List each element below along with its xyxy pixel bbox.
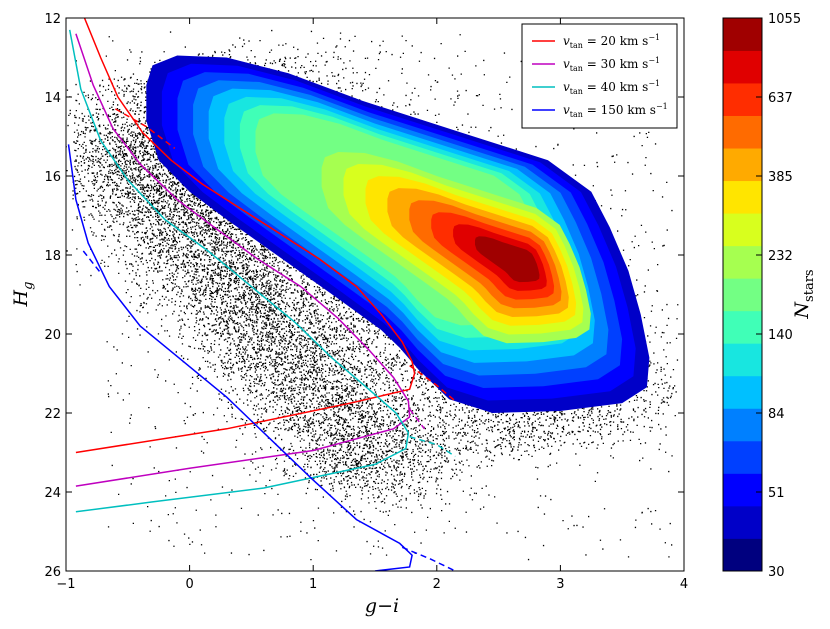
colorbar-frame (722, 17, 763, 572)
curve-20-solid (75, 18, 416, 454)
y-tick-label: 24 (44, 486, 61, 501)
colorbar-band (723, 473, 762, 507)
colorbar-tick-label: 1055 (768, 12, 801, 27)
colorbar-band (723, 440, 762, 474)
colorbar-label: Nstars (791, 269, 817, 319)
colorbar-band (723, 50, 762, 84)
y-tick-label: 18 (44, 249, 61, 264)
colorbar-band (723, 245, 762, 279)
colorbar-band (723, 278, 762, 312)
colorbar-tick-label: 140 (768, 328, 793, 343)
y-tick-label: 20 (44, 328, 61, 343)
colorbar-tick-label: 84 (768, 407, 785, 422)
curve-150-solid (67, 144, 413, 571)
colorbar-band (723, 375, 762, 409)
colorbar-band (723, 148, 762, 182)
curve-150-dashed-tail (401, 546, 456, 571)
colorbar-band (723, 505, 762, 539)
colorbar-band (723, 115, 762, 149)
velocity-curves (67, 18, 456, 571)
curve-40-solid (68, 29, 410, 513)
legend-label-20: vtan = 20 km s−1 (563, 33, 660, 50)
y-tick-label: 26 (44, 565, 61, 580)
colorbar-band (723, 213, 762, 247)
curve-20-dashed (115, 108, 176, 149)
y-tick-label: 12 (44, 12, 61, 27)
x-tick-label: 1 (309, 577, 317, 592)
colorbar-band (723, 538, 762, 572)
plot-frame (65, 17, 685, 572)
legend: vtan = 20 km s−1 vtan = 30 km s−1 vtan = 4… (521, 23, 678, 129)
colorbar-band (723, 343, 762, 377)
legend-label-150: vtan = 150 km s−1 (563, 102, 668, 119)
colorbar-band (723, 18, 762, 51)
colorbar-tick-label: 637 (768, 91, 793, 106)
curve-40-dashed-tail (409, 435, 456, 458)
curve-30-dashed-tail (408, 408, 426, 430)
curve-20-dashed-tail (409, 364, 456, 402)
x-tick-label: 4 (680, 577, 688, 592)
x-tick-label: −1 (56, 577, 75, 592)
curve-30-solid (75, 33, 411, 487)
x-tick-label: 0 (185, 577, 193, 592)
y-tick-label: 16 (44, 170, 61, 185)
colorbar-band (723, 310, 762, 344)
colorbar-tick-label: 385 (768, 170, 793, 185)
colorbar-band (723, 83, 762, 116)
colorbar-tick-label: 51 (768, 486, 785, 501)
x-axis-label: g−i (365, 595, 399, 617)
legend-label-30: vtan = 30 km s−1 (563, 56, 660, 73)
density-level-16 (475, 236, 540, 283)
x-axis-ticks: −1 0 1 2 3 4 (56, 18, 688, 592)
colorbar-band (723, 180, 762, 214)
y-tick-label: 14 (44, 91, 61, 106)
y-axis-ticks: 12 14 16 18 20 22 24 26 (44, 12, 684, 580)
density-contours (146, 55, 650, 413)
y-axis-label: Hg (10, 282, 36, 308)
legend-label-40: vtan = 40 km s−1 (563, 79, 660, 96)
colorbar-tick-label: 30 (768, 565, 785, 580)
colorbar-band (723, 408, 762, 442)
y-tick-label: 22 (44, 407, 61, 422)
x-tick-label: 2 (433, 577, 441, 592)
curve-150-dashed (82, 250, 102, 274)
colorbar-tick-label: 232 (768, 249, 793, 264)
x-tick-label: 3 (556, 577, 564, 592)
colorbar: 30 51 84 140 232 385 637 1055 (722, 12, 801, 580)
